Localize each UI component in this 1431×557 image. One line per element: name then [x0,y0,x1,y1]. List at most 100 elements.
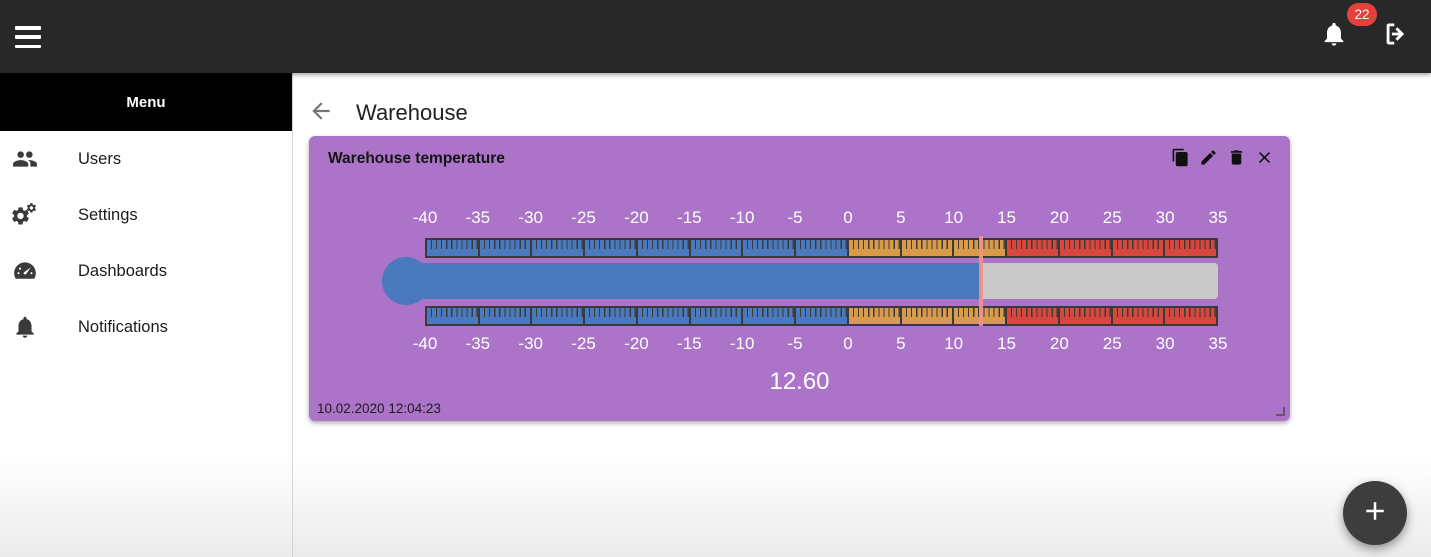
main-content: Warehouse Warehouse temperature -4 [293,73,1431,557]
ruler-segment-warm [901,308,955,324]
tick-label: 25 [1102,334,1122,353]
top-app-bar: 22 [0,0,1431,73]
tick-label: -15 [677,334,702,353]
add-widget-fab[interactable] [1343,481,1407,545]
tick-label: 30 [1155,334,1175,353]
ruler-segment-cold [532,308,586,324]
tick-label: 20 [1049,208,1069,227]
tick-label: -35 [465,208,491,227]
ruler-segment-cold [532,240,586,256]
settings-icon [12,202,38,228]
value-marker-line [979,236,984,326]
tick-label: -10 [729,334,755,353]
tick-label: 20 [1049,334,1069,353]
thermometer-fill [406,263,982,299]
bell-icon [12,314,38,340]
tick-label: 30 [1155,208,1175,227]
notification-count-badge: 22 [1347,3,1377,26]
tick-label: -30 [518,334,544,353]
ruler-segment-cold [743,308,797,324]
ruler-segment-cold [743,240,797,256]
hamburger-icon [15,26,41,30]
sidebar-item-label: Notifications [78,317,168,336]
tick-label: 15 [997,334,1016,353]
tick-label: -5 [787,334,803,353]
delete-button[interactable] [1226,150,1246,170]
ruler-segment-cold [479,240,533,256]
ruler-segment-cold [796,240,849,256]
ruler-segment-hot [1007,308,1060,324]
ruler-segment-cold [637,240,691,256]
tick-label: 35 [1208,208,1228,227]
tick-label: 10 [944,334,964,353]
logout-button[interactable] [1381,22,1411,52]
copy-button[interactable] [1170,148,1190,170]
sidebar-item-settings[interactable]: Settings [0,187,292,243]
ruler-segment-warm [848,308,902,324]
tick-label: 25 [1102,208,1122,227]
users-icon [12,146,38,172]
bell-icon [1320,20,1348,53]
back-button[interactable] [301,93,341,133]
gauge-ruler-top [425,238,1218,258]
tick-label: -10 [729,208,755,227]
dashboard-icon [12,258,38,284]
close-button[interactable] [1254,150,1274,170]
ruler-segment-warm [848,240,902,256]
sidebar-item-label: Settings [78,205,138,224]
tick-label: 15 [997,208,1016,227]
ruler-segment-hot [1112,308,1166,324]
tick-label: -40 [412,208,438,227]
ruler-segment-cold [690,308,744,324]
ruler-segment-cold [585,308,638,324]
sidebar-item-dashboards[interactable]: Dashboards [0,243,292,299]
arrow-left-icon [308,98,334,129]
thermometer-tube [406,263,1218,299]
sidebar-item-users[interactable]: Users [0,131,292,187]
tick-label: -20 [624,208,649,227]
ruler-segment-cold [479,308,533,324]
tick-label: 0 [843,334,853,353]
trash-icon [1227,148,1246,172]
tick-label: 5 [896,208,906,227]
ruler-segment-warm [901,240,955,256]
ruler-segment-cold [690,240,744,256]
hamburger-icon [15,35,41,39]
gauge-value: 12.60 [769,368,830,395]
ruler-segment-hot [1059,308,1113,324]
sidebar-item-label: Dashboards [78,261,167,280]
notifications-button[interactable] [1319,22,1349,52]
logout-icon [1382,20,1410,53]
sidebar-item-notifications[interactable]: Notifications [0,299,292,355]
page-title: Warehouse [356,100,468,125]
tick-label: -20 [624,334,649,353]
edit-button[interactable] [1198,150,1218,170]
resize-handle[interactable] [1276,407,1285,416]
pencil-icon [1199,148,1218,172]
ruler-segment-hot [1007,240,1060,256]
plus-icon [1360,496,1390,531]
tick-label: 10 [944,208,964,227]
widget-title: Warehouse temperature [328,150,505,167]
gauge-ruler-bottom [425,306,1218,326]
tick-label: -35 [465,334,491,353]
ruler-segment-hot [1165,308,1217,324]
tick-label: -15 [677,208,702,227]
tick-label: -5 [787,208,803,227]
ruler-segment-cold [796,308,849,324]
ruler-segment-cold [427,308,480,324]
tick-label: 35 [1208,334,1228,353]
sidebar-item-label: Users [78,149,122,168]
page-header: Warehouse [293,91,468,135]
widget-timestamp: 10.02.2020 12:04:23 [317,401,441,416]
ruler-segment-cold [427,240,480,256]
tick-label: -30 [518,208,544,227]
tick-label: 5 [896,334,906,353]
hamburger-icon [15,44,41,48]
sidebar-header: Menu [0,73,292,131]
ruler-segment-hot [1059,240,1113,256]
ruler-segment-cold [637,308,691,324]
menu-toggle-button[interactable] [14,24,42,50]
tick-label: -40 [412,334,438,353]
